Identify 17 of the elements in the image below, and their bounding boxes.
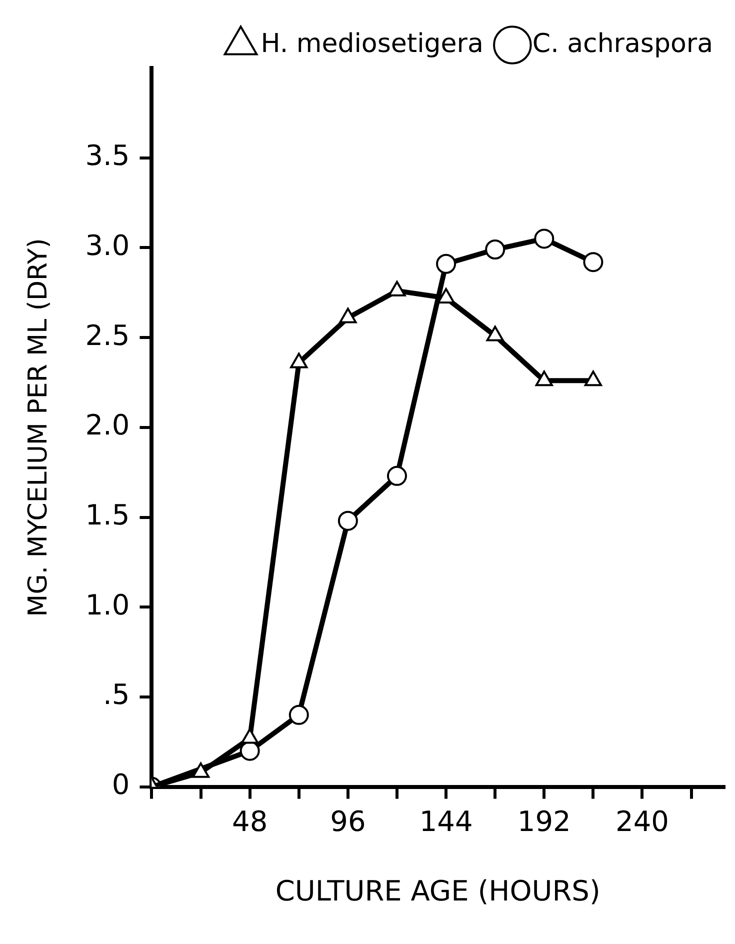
legend-label: H. mediosetigera: [260, 28, 484, 59]
y-tick-label: 3.5: [85, 139, 130, 172]
y-tick-label: .5: [103, 678, 130, 712]
x-axis-title: CULTURE AGE (HOURS): [275, 874, 600, 908]
y-tick-label: 2.0: [85, 408, 130, 442]
x-tick-label: 192: [517, 804, 571, 838]
x-tick-label: 240: [616, 804, 669, 838]
legend-label: C. achraspora: [532, 28, 714, 59]
y-tick-label: 0: [112, 768, 130, 802]
y-tick-label: 1.0: [85, 588, 130, 622]
y-tick-label: 1.5: [85, 498, 130, 532]
y-axis-title: MG. MYCELIUM PER ML (DRY): [23, 238, 54, 617]
y-tick-label: 3.0: [85, 228, 130, 262]
x-tick-label: 48: [232, 804, 268, 838]
y-tick-label: 2.5: [85, 318, 130, 352]
x-tick-label: 96: [330, 804, 366, 838]
x-tick-label: 144: [419, 804, 473, 838]
